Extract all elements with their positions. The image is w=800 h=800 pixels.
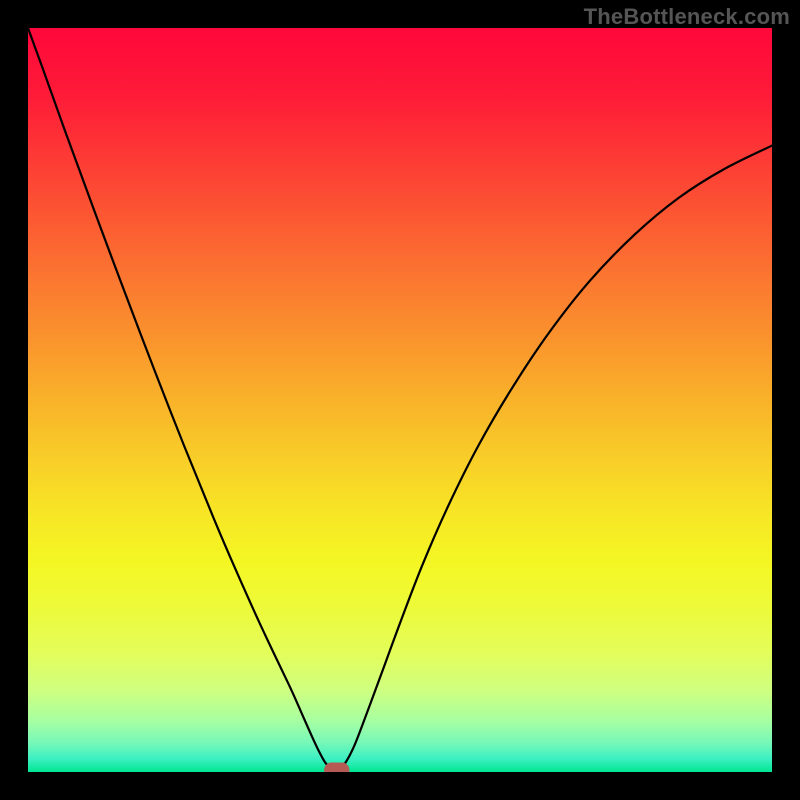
plot-area: [28, 28, 772, 772]
gradient-background: [28, 28, 772, 772]
chart-frame: TheBottleneck.com: [0, 0, 800, 800]
minimum-marker: [324, 763, 349, 772]
bottleneck-chart: [28, 28, 772, 772]
watermark-text: TheBottleneck.com: [584, 4, 790, 30]
